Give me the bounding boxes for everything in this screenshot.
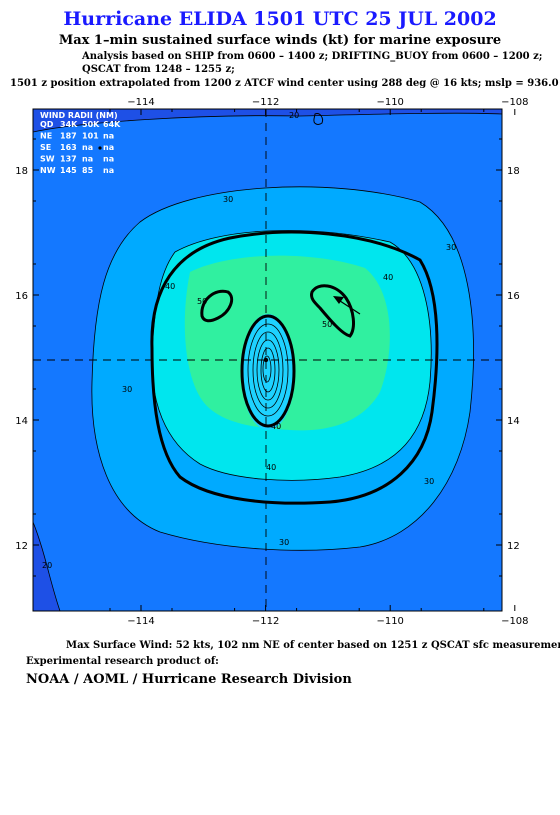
wind-radii-cell: 34K	[60, 120, 78, 129]
wind-radii-cell: 163	[60, 143, 77, 152]
contour-40-core	[240, 314, 296, 428]
contour-label-20-top: 20	[289, 111, 299, 120]
contour-label-30-bottom: 30	[279, 538, 289, 547]
axis-tick-labels: −114 −114 −112 −112 −110 −110 −108 −108 18 18 16 16…	[15, 97, 528, 627]
lon-label-top: −114	[127, 97, 154, 108]
position-note: 1501 z position extrapolated from 1200 z…	[10, 78, 560, 89]
wind-radii-cell: SE	[40, 143, 51, 152]
lat-label-right: 18	[507, 166, 520, 177]
lon-label-bottom: −112	[252, 616, 279, 627]
wind-radii-cell: 64K	[103, 120, 121, 129]
contour-label-30-lower-right: 30	[424, 477, 434, 486]
contour-label-30-left: 30	[122, 385, 132, 394]
map-title: Hurricane ELIDA 1501 UTC 25 JUL 2002	[63, 8, 497, 30]
wind-radii-cell: 145	[60, 166, 77, 175]
core-ring-4	[260, 347, 276, 393]
wind-radii-cell: NW	[40, 166, 56, 175]
lat-label-left: 12	[15, 541, 28, 552]
lon-label-top: −112	[252, 97, 279, 108]
max-wind-arrowhead	[333, 296, 344, 304]
product-note: Experimental research product of:	[26, 656, 219, 667]
wind-radii-cell: 187	[60, 132, 77, 141]
contour-label-40-right: 40	[383, 273, 393, 282]
contour-20-top-closed	[313, 113, 323, 125]
wind-radii-cell: 85	[82, 166, 94, 175]
lat-label-left: 14	[15, 416, 28, 427]
core-ring-1	[247, 323, 289, 417]
wind-radii-cell: QD	[40, 120, 54, 129]
contour-50-right	[310, 284, 355, 338]
core-ring-2	[252, 331, 284, 409]
lat-label-right: 14	[507, 416, 520, 427]
lon-label-top: −110	[376, 97, 403, 108]
contour-40-line	[151, 230, 432, 481]
lon-label-top: −108	[501, 97, 528, 108]
lat-label-right: 16	[507, 291, 520, 302]
wind-radii-cell: 101	[82, 132, 99, 141]
contour-label-30-right: 30	[446, 243, 456, 252]
contour-20-line-bl	[33, 521, 61, 611]
core-ring-5	[262, 355, 272, 383]
contour-50-left	[200, 289, 234, 323]
wind-radii-cell: 50K	[82, 120, 100, 129]
lon-label-bottom: −108	[501, 616, 528, 627]
drifting-buoy-marker	[98, 146, 102, 150]
storm-center-marker	[263, 357, 269, 363]
wind-radii-cell: 137	[60, 155, 77, 164]
contour-label-50-right: 50	[322, 320, 332, 329]
wind-radii-cell: NE	[40, 132, 52, 141]
contour-label-40-left: 40	[165, 282, 175, 291]
contour-label-20-bottom-left: 20	[42, 561, 52, 570]
wind-radii-cell: na	[82, 155, 93, 164]
wind-radii-cell: na	[103, 166, 114, 175]
contour-label-40-bottom: 40	[266, 463, 276, 472]
wind-contour-fill: 20 20 30 30 30 30 30 40 40 40 40 50 50 W…	[33, 109, 502, 611]
contour-label-50-left: 50	[197, 297, 207, 306]
core-region	[241, 314, 295, 430]
map-subtitle: Max 1–min sustained surface winds (kt) f…	[58, 33, 502, 48]
analysis-sources-line-2: QSCAT from 1248 – 1255 z;	[82, 64, 235, 75]
wind-radii-cell: na	[82, 143, 93, 152]
contour-30-line	[91, 186, 474, 551]
wind-radii-cell: SW	[40, 155, 55, 164]
contour-40-bold	[150, 230, 439, 505]
lon-label-bottom: −110	[376, 616, 403, 627]
wind-radii-cell: na	[103, 132, 114, 141]
wind-radii-cell: na	[103, 143, 114, 152]
lat-label-left: 18	[15, 166, 28, 177]
organization-name: NOAA / AOML / Hurricane Research Divisio…	[26, 672, 352, 687]
wind-radii-cell: na	[103, 155, 114, 164]
contour-20-line	[33, 112, 502, 133]
contour-label-30-upper: 30	[223, 195, 233, 204]
lat-label-right: 12	[507, 541, 520, 552]
analysis-sources-line-1: Analysis based on SHIP from 0600 – 1400 …	[82, 51, 543, 62]
axis-ticks	[33, 109, 516, 611]
max-wind-arrow-shaft	[336, 298, 361, 315]
lat-label-left: 16	[15, 291, 28, 302]
contour-label-40-inner: 40	[271, 422, 281, 431]
max-wind-note: Max Surface Wind: 52 kts, 102 nm NE of c…	[66, 640, 560, 651]
lon-label-bottom: −114	[127, 616, 154, 627]
wind-radii-title: WIND RADII (NM)	[40, 111, 118, 120]
core-ring-3	[256, 339, 280, 401]
wind-field-map: 20 20 30 30 30 30 30 40 40 40 40 50 50 W…	[15, 97, 528, 627]
wind-radii-table: WIND RADII (NM) QD 34K 50K 64K NE 187 101 na SE 1…	[40, 111, 121, 175]
plot-frame	[32, 108, 503, 612]
